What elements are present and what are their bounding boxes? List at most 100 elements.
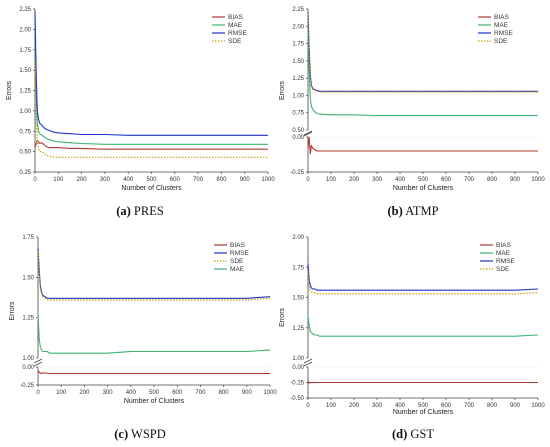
series-rmse-line	[34, 11, 268, 136]
caption-d-letter: (d)	[392, 427, 407, 441]
series-rmse-line	[307, 263, 539, 291]
x-tick-label: 400	[123, 177, 134, 183]
y-tick-label: -0.50	[290, 396, 304, 402]
axis-break-mark	[33, 361, 43, 367]
y-tick-label: 1.50	[292, 296, 304, 302]
y-axis-label: Errors	[279, 307, 286, 327]
x-tick-label: 600	[170, 177, 181, 183]
y-tick-label: 1.75	[22, 235, 34, 241]
y-tick-label: 1.50	[22, 275, 34, 281]
legend-label-mae: MAE	[230, 266, 245, 273]
x-tick-label: 700	[464, 403, 475, 409]
series-bias-line	[34, 139, 268, 150]
y-tick-label: 0.50	[292, 128, 304, 134]
legend-label-rmse: RMSE	[228, 30, 247, 37]
legend-label-mae: MAE	[228, 22, 243, 29]
series-bias-line	[307, 380, 538, 384]
y-tick-label: 2.00	[292, 24, 304, 30]
caption-b-name: ATMP	[405, 204, 438, 218]
x-tick-label: 400	[126, 390, 137, 396]
legend-label-bias: BIAS	[496, 242, 511, 249]
y-tick-label: 1.25	[19, 89, 31, 95]
x-tick-label: 200	[349, 177, 360, 183]
y-tick-label: 0.00	[292, 135, 304, 141]
x-tick-label: 500	[146, 177, 157, 183]
x-tick-label: 100	[53, 177, 64, 183]
y-tick-label: 0.75	[19, 129, 31, 135]
x-tick-label: 0	[33, 177, 37, 183]
y-axis-label: Errors	[279, 80, 286, 100]
series-mae-line	[307, 29, 538, 117]
legend-label-bias: BIAS	[494, 14, 509, 21]
y-tick-label: 0.00	[22, 365, 34, 371]
y-tick-label: 0.75	[292, 111, 304, 117]
series-sde-line	[307, 13, 538, 93]
y-tick-label: 0.25	[19, 170, 31, 176]
x-tick-label: 900	[510, 177, 521, 183]
axis-break-mark	[303, 130, 313, 136]
series-mae-line	[307, 315, 539, 337]
x-tick-label: 800	[487, 403, 498, 409]
legend-label-rmse: RMSE	[494, 30, 513, 37]
caption-a: (a) PRES	[116, 204, 164, 218]
y-tick-label: 1.50	[292, 59, 304, 65]
legend-label-mae: MAE	[496, 250, 511, 257]
x-tick-label: 1000	[531, 177, 545, 183]
x-tick-label: 800	[219, 390, 230, 396]
series-bias-line	[307, 136, 538, 155]
y-tick-label: 1.25	[292, 326, 304, 332]
legend-label-sde: SDE	[494, 38, 508, 45]
series-bias-line	[37, 370, 270, 375]
caption-d-name: GST	[410, 427, 434, 441]
y-tick-label: 2.25	[292, 7, 304, 13]
y-tick-label: 1.25	[292, 76, 304, 82]
x-tick-label: 900	[242, 390, 253, 396]
x-tick-label: 100	[56, 390, 67, 396]
y-tick-label: 2.00	[292, 235, 304, 241]
x-tick-label: 0	[36, 390, 40, 396]
caption-d: (d) GST	[392, 427, 434, 441]
x-tick-label: 600	[441, 403, 452, 409]
axis-break-mark	[303, 358, 313, 364]
legend-label-sde: SDE	[230, 258, 244, 265]
panel-a-pres-chart: 0.25 0.50 0.75 1.00 1.25 1.50 1.75 2.00 2.25 0 100…	[6, 7, 275, 192]
y-axis-label: Errors	[6, 80, 13, 100]
caption-b-letter: (b)	[387, 204, 402, 218]
x-tick-label: 1000	[261, 177, 275, 183]
x-tick-label: 300	[372, 177, 383, 183]
legend-label-bias: BIAS	[228, 14, 243, 21]
caption-c-letter: (c)	[114, 427, 128, 441]
x-tick-label: 300	[372, 403, 383, 409]
x-axis-label: Number of Clusters	[124, 398, 185, 405]
x-tick-label: 100	[326, 403, 337, 409]
x-tick-label: 400	[395, 403, 406, 409]
x-tick-label: 700	[195, 390, 206, 396]
caption-c: (c) WSPD	[114, 427, 166, 441]
y-tick-label: 1.75	[292, 265, 304, 271]
x-tick-label: 300	[103, 390, 114, 396]
legend-label-mae: MAE	[494, 22, 509, 29]
panel-d-gst-chart: 1.00 1.25 1.50 1.75 2.00 0.00 -0.25 -0.500 100 20…	[279, 235, 545, 416]
series-sde-line	[34, 61, 268, 158]
y-tick-label: 1.75	[292, 42, 304, 48]
x-axis-label: Number of Clusters	[393, 409, 454, 416]
x-tick-label: 200	[77, 177, 88, 183]
caption-a-letter: (a)	[116, 204, 131, 218]
y-tick-label: 1.50	[19, 68, 31, 74]
x-tick-label: 1000	[531, 403, 545, 409]
legend-label-bias: BIAS	[230, 242, 245, 249]
x-tick-label: 900	[240, 177, 251, 183]
x-tick-label: 900	[510, 403, 521, 409]
x-tick-label: 200	[79, 390, 90, 396]
axis-break-mark	[303, 361, 313, 367]
y-tick-label: 2.00	[19, 27, 31, 33]
caption-c-name: WSPD	[131, 427, 166, 441]
y-tick-label: 1.25	[22, 316, 34, 322]
legend-label-sde: SDE	[228, 38, 242, 45]
series-mae-line	[37, 314, 271, 354]
series-sde-line	[307, 270, 539, 295]
series-mae-line	[34, 21, 268, 145]
